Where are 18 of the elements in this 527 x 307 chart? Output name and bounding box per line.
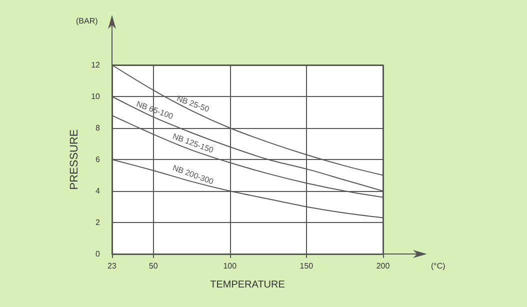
x-axis-title: TEMPERATURE xyxy=(210,280,286,290)
x-tick-label: 150 xyxy=(300,262,314,270)
x-tick-label: 100 xyxy=(223,262,238,270)
text: (BAR) xyxy=(76,16,98,26)
y-tick-label: 10 xyxy=(91,92,101,101)
text: (°C) xyxy=(431,262,446,270)
text: NB 65-100 xyxy=(135,99,175,122)
y-axis-title: PRESSURE xyxy=(68,129,81,190)
y-tick-label: 2 xyxy=(96,218,101,227)
y-tick-label: 0 xyxy=(96,250,101,258)
x-tick-label: 23 xyxy=(108,262,117,270)
text: NB 25-50 xyxy=(176,94,211,114)
x-tick-label: 50 xyxy=(148,262,158,270)
y-tick-label: 4 xyxy=(96,186,101,196)
y-tick-label: 8 xyxy=(96,124,101,132)
y-tick-label: 12 xyxy=(91,60,101,70)
x-tick-label: 200 xyxy=(376,262,390,270)
y-tick-label: 6 xyxy=(96,155,101,164)
